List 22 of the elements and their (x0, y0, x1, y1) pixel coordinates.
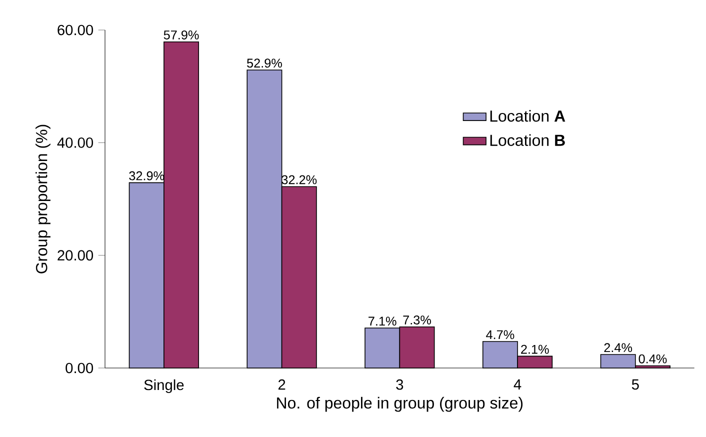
legend-label: Location B (490, 134, 565, 146)
x-tick-label: 3 (396, 379, 404, 390)
y-tick-label: 0.00 (66, 362, 94, 374)
y-axis-title: Group proportion (%) (36, 124, 50, 274)
x-tick-label: 5 (632, 379, 639, 390)
data-label: 2.4% (604, 343, 632, 352)
y-tick-label: 20.00 (58, 250, 94, 261)
data-label: 4.7% (486, 330, 514, 340)
data-label: 7.3% (403, 316, 431, 324)
data-label: 57.9% (164, 30, 199, 40)
x-tick-label: 4 (514, 379, 522, 390)
data-label: 0.4% (638, 354, 667, 364)
x-axis-title: No. of people in group (group size) (277, 396, 523, 412)
y-tick-label: 40.00 (57, 138, 94, 148)
y-tick-label: 60.00 (58, 24, 94, 36)
data-label: 7.1% (368, 316, 396, 326)
x-tick-label: 2 (278, 379, 286, 390)
data-label: 32.2% (282, 175, 317, 184)
data-label: 52.9% (247, 58, 282, 68)
data-label: 2.1% (521, 344, 549, 354)
legend-label: Location A (490, 110, 566, 122)
x-tick-label: Single (144, 379, 184, 394)
